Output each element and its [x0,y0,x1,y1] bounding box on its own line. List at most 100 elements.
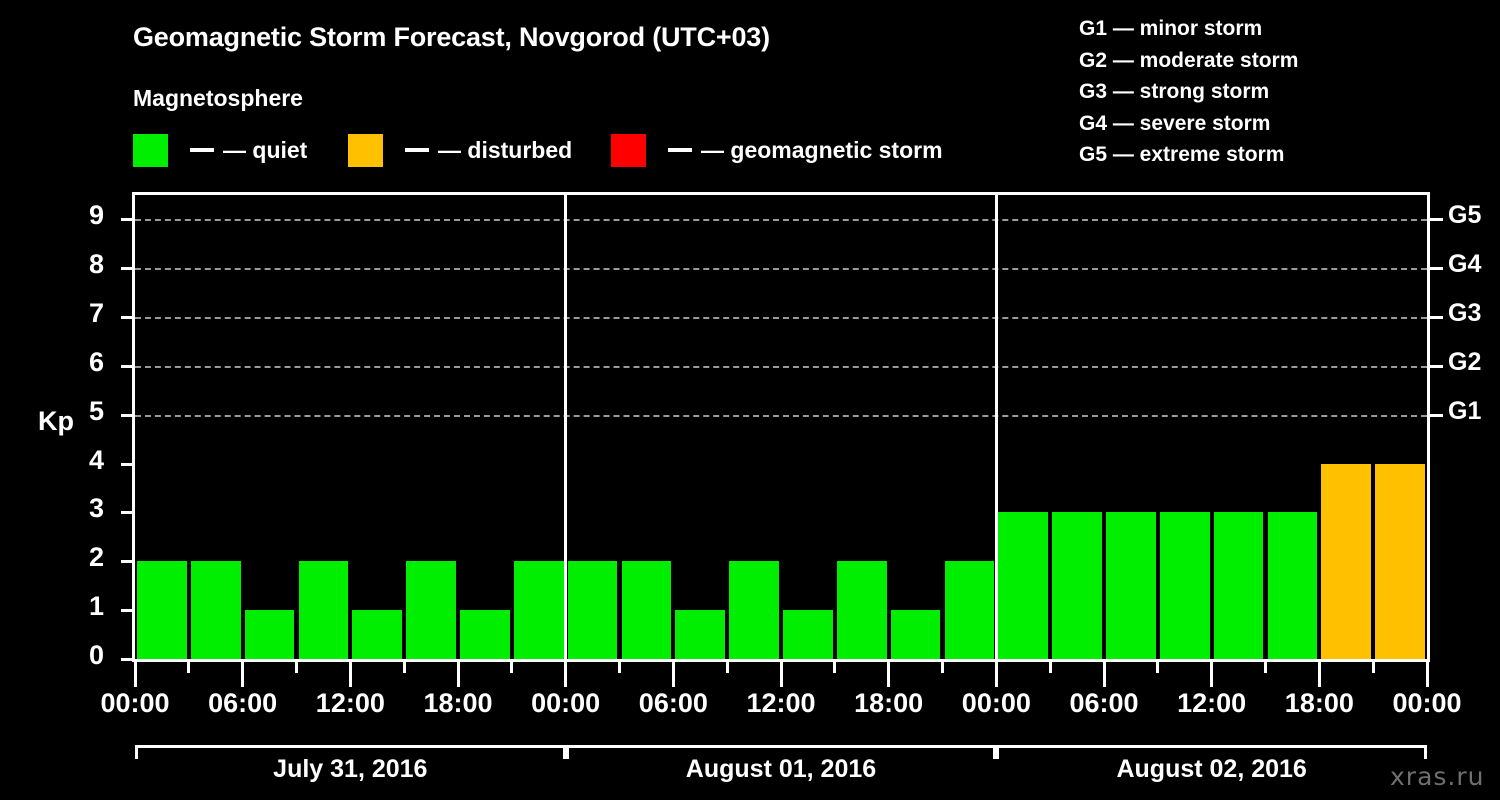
day-bracket-cap [562,745,566,759]
g-scale-item-g5: G5 — extreme storm [1079,143,1285,166]
day-bracket [996,745,1427,748]
legend-label-disturbed: — disturbed [438,136,573,163]
gridline [135,414,1427,417]
x-axis-tick-minor [1048,659,1052,673]
y-axis-tick-label: 3 [88,493,104,524]
bar [890,610,941,659]
y-axis-tick [121,267,132,271]
bar [298,561,349,659]
day-separator [994,195,998,659]
g-scale-legend: G1 — minor storm G2 — moderate storm G3 … [1079,13,1298,171]
x-axis-tick-minor [833,659,837,673]
y-axis-tick [121,413,132,417]
y-axis-tick-label: 9 [88,200,104,231]
x-axis-tick-minor [618,659,621,673]
legend-dash-icon [405,148,429,152]
g-axis-tick [1430,413,1443,417]
y-axis-tick [121,462,132,466]
legend-dash-icon [190,148,214,152]
gridline [135,219,1427,222]
g-scale-item-g2: G2 — moderate storm [1079,48,1299,72]
x-axis-tick-minor [1264,659,1267,673]
legend-label-geomagnetic-storm: — geomagnetic storm [701,136,943,163]
bar [406,561,456,659]
bar [1213,512,1264,659]
bar [729,561,779,659]
day-bracket-cap [1424,745,1427,759]
y-axis-tick [121,364,132,368]
legend-item-geomagnetic-storm: — geomagnetic storm [611,133,943,167]
y-axis-tick [121,658,132,661]
bar [137,561,187,659]
day-bracket-cap [135,745,138,759]
y-axis-tick-label: 4 [88,444,104,475]
x-axis-tick-major [1210,659,1214,687]
legend-item-quiet: — quiet [133,133,307,167]
bar [944,561,995,659]
x-axis-tick-label: 06:00 [208,688,278,718]
x-axis-tick-label: 18:00 [1284,688,1354,718]
y-axis-tick [121,316,132,320]
day-bracket [565,745,997,748]
bar [352,610,403,659]
x-axis-tick-major [133,659,137,687]
magnetosphere-label: Magnetosphere [133,85,303,111]
legend-swatch-quiet [133,133,168,167]
bar [1159,512,1210,659]
x-axis-tick-minor [187,659,191,673]
day-bracket-cap [993,745,997,759]
x-axis-tick-minor [1156,659,1160,673]
x-axis-tick-major [564,659,568,687]
bar [567,561,618,659]
bar [244,610,295,659]
x-axis-tick-minor [725,659,729,673]
y-axis-tick-label: 7 [88,298,104,329]
y-axis-tick-label: 2 [88,542,104,573]
x-axis-tick-major [456,659,460,687]
x-axis-tick-minor [510,659,514,673]
y-axis-tick [121,511,132,515]
plot-area [132,192,1430,662]
x-axis-tick-major [779,659,783,687]
plot-inner [135,195,1427,659]
bar [675,610,726,659]
x-axis-tick-label: 18:00 [423,688,493,718]
x-axis-tick-label: 12:00 [746,688,816,718]
x-axis-tick-minor [402,659,406,673]
g-axis-tick-label: G5 [1448,201,1482,230]
g-scale-item-g3: G3 — strong storm [1079,80,1270,103]
day-bracket-cap [565,745,569,759]
y-axis-tick-label: 6 [88,346,104,377]
g-axis-tick [1430,267,1443,271]
g-axis-tick [1430,364,1443,368]
x-axis-tick-major [671,659,675,687]
g-axis-tick-label: G3 [1448,299,1482,328]
gridline [135,365,1427,368]
x-axis-tick-major [994,659,998,687]
bar [460,610,510,659]
bar [1106,512,1156,659]
x-axis-tick-label: 00:00 [961,688,1031,718]
bar [1267,512,1318,659]
x-axis-tick-label: 06:00 [638,688,708,718]
y-axis-tick-label: 0 [88,640,104,670]
x-axis-tick-major [1102,659,1106,687]
x-axis-tick-major [1425,659,1429,687]
bar [513,561,564,659]
bar [190,561,241,659]
y-axis-tick [121,609,132,613]
g-axis-tick [1430,316,1443,320]
x-axis-tick-major [1317,659,1321,687]
y-axis-tick-label: 5 [88,395,104,426]
x-axis-tick-label: 06:00 [1069,688,1139,718]
x-axis-tick-label: 12:00 [1177,688,1247,718]
watermark: xras.ru [1390,762,1485,791]
bar [621,561,672,659]
g-scale-item-g1: G1 — minor storm [1079,17,1263,40]
date-label: August 02, 2016 [1116,755,1307,783]
bar [1052,512,1102,659]
legend-swatch-geomagnetic-storm [611,133,646,167]
legend-swatch-disturbed [348,133,383,167]
x-axis-tick-label: 12:00 [315,688,385,718]
